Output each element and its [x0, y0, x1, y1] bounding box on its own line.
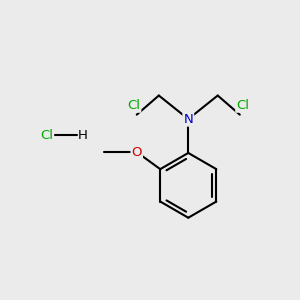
Text: Cl: Cl: [40, 129, 53, 142]
Text: N: N: [183, 112, 193, 126]
Text: H: H: [77, 129, 87, 142]
Text: O: O: [131, 146, 142, 159]
Text: Cl: Cl: [236, 99, 249, 112]
Text: Cl: Cl: [127, 99, 140, 112]
